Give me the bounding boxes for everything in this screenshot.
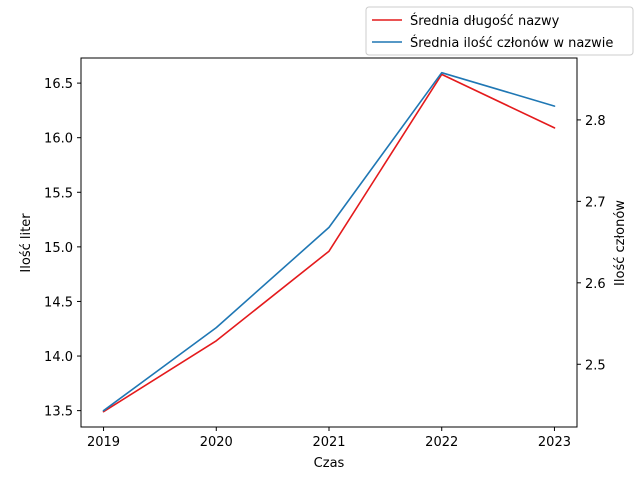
right-tick-label-2.6: 2.6	[585, 277, 606, 292]
right-tick-label-2.8: 2.8	[585, 114, 606, 129]
left-tick-label-16.0: 16.0	[44, 132, 73, 147]
left-tick-label-15.5: 15.5	[44, 186, 73, 201]
left-tick-label-14.5: 14.5	[44, 295, 73, 310]
right-tick-label-2.7: 2.7	[585, 195, 606, 210]
right-tick-label-2.5: 2.5	[585, 358, 606, 373]
left-axis-label: Ilość liter	[19, 213, 34, 273]
series-line-srednia-dlugosc-nazwy	[102, 73, 556, 413]
legend-label-srednia-ilosc-czlonow: Średnia ilość członów w nazwie	[410, 35, 613, 51]
left-tick-label-13.5: 13.5	[44, 405, 73, 420]
legend-label-srednia-dlugosc-nazwy: Średnia długość nazwy	[410, 13, 560, 29]
series-line-srednia-ilosc-czlonow	[102, 71, 556, 412]
left-tick-label-14.0: 14.0	[44, 350, 73, 365]
legend: Średnia długość nazwy Średnia ilość czło…	[365, 6, 634, 56]
x-tick-label-2022: 2022	[425, 435, 458, 450]
legend-box	[365, 6, 634, 56]
x-tick-label-2020: 2020	[200, 435, 233, 450]
left-tick-label-15.0: 15.0	[44, 241, 73, 256]
x-tick-label-2023: 2023	[538, 435, 571, 450]
x-axis-label: Czas	[314, 456, 345, 471]
right-axis-label: Ilość członów	[613, 200, 628, 286]
left-tick-label-16.5: 16.5	[44, 77, 73, 92]
plot-area	[80, 57, 578, 428]
x-tick-label-2019: 2019	[87, 435, 120, 450]
x-tick-label-2021: 2021	[312, 435, 345, 450]
